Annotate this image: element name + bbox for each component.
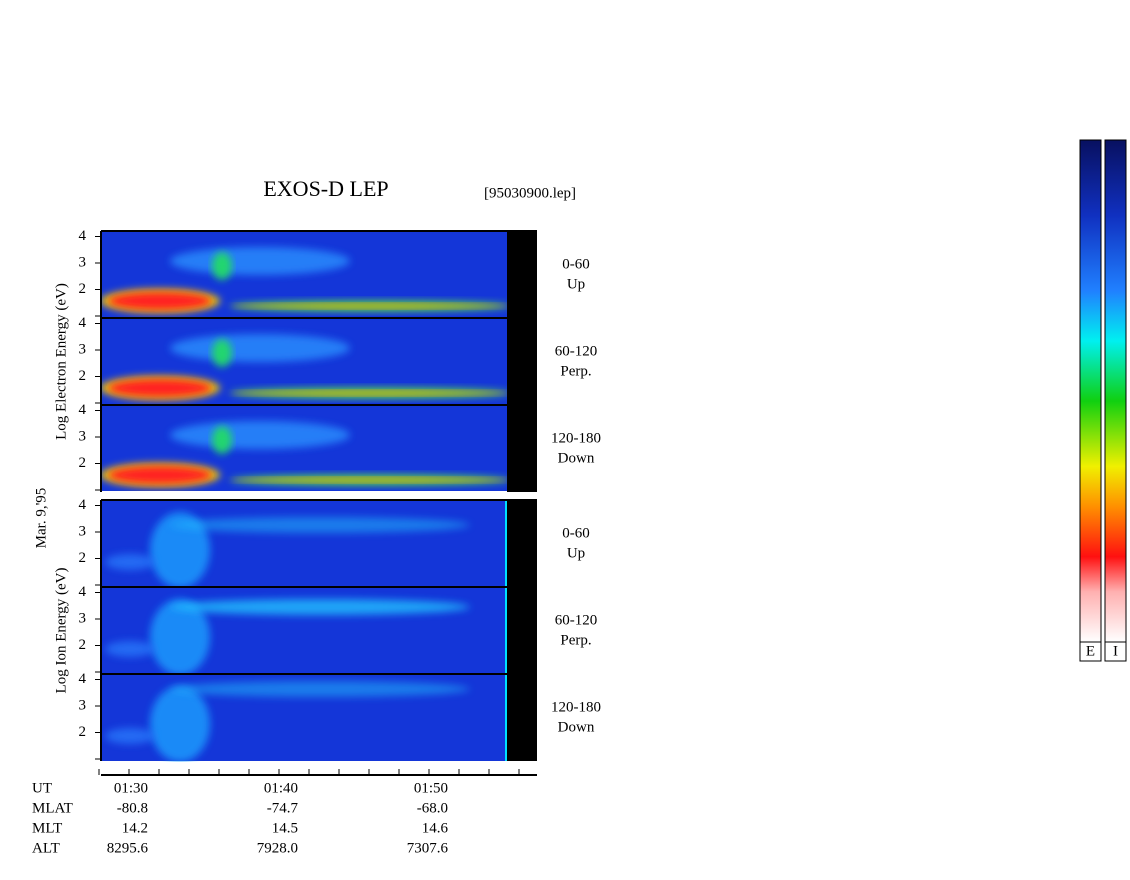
spectrum-feature [230, 478, 507, 482]
spectrum-feature [105, 728, 155, 744]
y-axis-label: Log Ion Energy (eV) [53, 568, 69, 694]
spectrum-feature [170, 681, 470, 697]
spectrum-feature [212, 252, 232, 280]
spectrum-feature [170, 247, 350, 275]
y-tick-label: 2 [79, 724, 87, 740]
ephemeris-value: -74.7 [267, 800, 299, 816]
ephemeris-value: 14.6 [422, 820, 449, 836]
y-tick-label: 3 [79, 610, 87, 626]
no-data [507, 405, 537, 492]
y-tick-label: 4 [79, 671, 87, 687]
colorbar-label-box [1104, 641, 1127, 662]
spectrum-feature [230, 391, 507, 395]
title: EXOS-D LEP [263, 176, 388, 201]
data-edge [505, 587, 507, 674]
spectrum-feature [108, 379, 212, 397]
spectrum-feature [150, 599, 210, 675]
ephemeris-label: ALT [32, 840, 60, 856]
direction: Down [558, 450, 595, 466]
no-data [507, 674, 537, 761]
spectrum-feature [105, 641, 155, 657]
y-tick-label: 3 [79, 428, 87, 444]
ephemeris-value: 8295.6 [107, 840, 149, 856]
pitch-angle: 60-120 [555, 343, 598, 359]
direction: Perp. [560, 632, 591, 648]
ephemeris-value: 7307.6 [407, 840, 449, 856]
spectrum-feature [170, 334, 350, 362]
spectrum-feature [230, 304, 507, 308]
y-tick-label: 4 [79, 584, 87, 600]
ephemeris-label: UT [32, 780, 52, 796]
no-data [507, 318, 537, 405]
direction: Down [558, 719, 595, 735]
y-tick-label: 4 [79, 228, 87, 244]
spectrum-feature [108, 466, 212, 484]
ephemeris-value: 7928.0 [257, 840, 298, 856]
y-tick-label: 4 [79, 315, 87, 331]
ephemeris-value: -68.0 [417, 800, 448, 816]
ephemeris-label: MLT [32, 820, 62, 836]
pitch-angle: 120-180 [551, 430, 601, 446]
y-tick-label: 4 [79, 497, 87, 513]
y-tick-label: 3 [79, 254, 87, 270]
spectrum-feature [170, 517, 470, 533]
spectrogram-group [101, 500, 507, 762]
y-tick-label: 2 [79, 368, 87, 384]
y-axis-label: Log Electron Energy (eV) [53, 283, 69, 440]
spectrum-feature [150, 512, 210, 588]
direction: Up [567, 276, 585, 292]
y-tick-label: 2 [79, 550, 87, 566]
file-name: [95030900.lep] [484, 185, 576, 201]
x-tick-label: 01:40 [264, 780, 298, 796]
direction: Perp. [560, 363, 591, 379]
spectrum-feature [105, 554, 155, 570]
x-tick-label: 01:30 [114, 780, 148, 796]
spectrogram-group [101, 231, 507, 491]
y-tick-label: 3 [79, 523, 87, 539]
direction: Up [567, 545, 585, 561]
data-edge [505, 674, 507, 761]
y-tick-label: 3 [79, 697, 87, 713]
ephemeris-label: MLAT [32, 800, 73, 816]
spectrum-feature [108, 292, 212, 310]
x-tick-label: 01:50 [414, 780, 448, 796]
y-tick-label: 2 [79, 455, 87, 471]
pitch-angle: 120-180 [551, 699, 601, 715]
spectrum-feature [170, 421, 350, 449]
colorbar [1079, 139, 1102, 643]
colorbar-label-box [1079, 641, 1102, 662]
no-data [507, 587, 537, 674]
pitch-angle: 60-120 [555, 612, 598, 628]
pitch-angle: 0-60 [562, 525, 590, 541]
no-data [507, 231, 537, 318]
y-tick-label: 2 [79, 637, 87, 653]
colorbar-label: I [1113, 643, 1118, 659]
y-tick-label: 2 [79, 281, 87, 297]
pitch-angle: 0-60 [562, 256, 590, 272]
spectrum-feature [150, 686, 210, 762]
spectrum-feature [212, 426, 232, 454]
y-tick-label: 3 [79, 341, 87, 357]
no-data [507, 500, 537, 587]
y-tick-label: 4 [79, 402, 87, 418]
spectrum-feature [212, 339, 232, 367]
spectrum-feature [170, 599, 470, 615]
colorbar-label: E [1086, 643, 1095, 659]
data-edge [505, 500, 507, 587]
ephemeris-value: 14.5 [272, 820, 298, 836]
colorbar [1104, 139, 1127, 643]
ephemeris-value: -80.8 [117, 800, 148, 816]
ephemeris-value: 14.2 [122, 820, 148, 836]
date: Mar. 9,'95 [33, 488, 49, 549]
